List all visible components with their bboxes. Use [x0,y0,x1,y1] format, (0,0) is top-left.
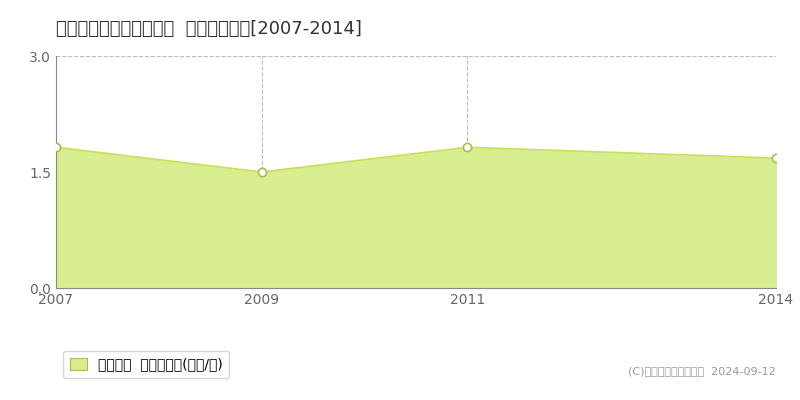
Point [461,144,474,150]
Text: (C)土地価格ドットコム  2024-09-12: (C)土地価格ドットコム 2024-09-12 [628,366,776,376]
Text: 西津軽郡深浦町北金ケ沢  土地価格推移[2007-2014]: 西津軽郡深浦町北金ケ沢 土地価格推移[2007-2014] [56,20,362,38]
Point [255,169,268,175]
Point [770,155,782,161]
Point [50,144,62,150]
Legend: 土地価格  平均坪単価(万円/坪): 土地価格 平均坪単価(万円/坪) [63,351,230,378]
